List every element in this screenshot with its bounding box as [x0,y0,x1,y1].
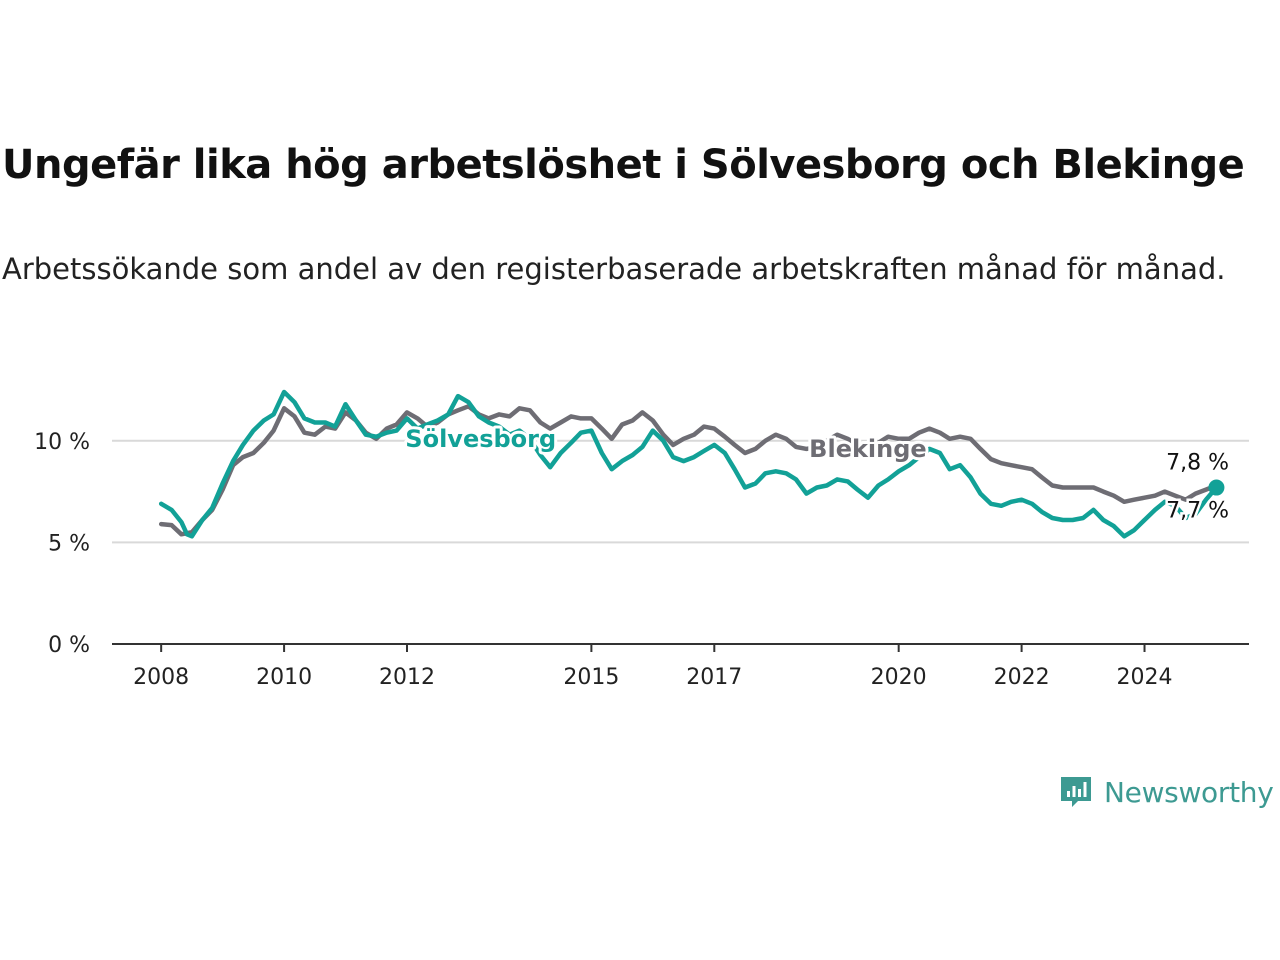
line-chart: 0 %5 %10 % 2008 2010 2012 2015 2017 2020 2022 2… [34,389,1249,690]
x-tick-label: 2012 [379,665,435,690]
series-line-slvesborg [158,389,1219,539]
x-tick-label: 2010 [256,665,312,690]
x-tick-label: 2020 [871,665,927,690]
gridlines [112,439,1249,544]
y-tick-label: 5 % [48,531,90,556]
y-axis-ticks: 0 % 5 % 10 % [34,430,90,658]
series-lines [158,389,1225,539]
end-value-label-slvesborg: 7,7 % [1166,499,1229,524]
x-tick-label: 2022 [994,665,1050,690]
newsworthy-bar-chart-icon [1061,777,1091,807]
y-tick-label: 0 % [48,633,90,658]
series-line-blekinge [158,404,1219,537]
x-tick-label: 2017 [686,665,742,690]
x-tick-label: 2008 [133,665,189,690]
x-axis-ticks: 2008 2010 2012 2015 2017 2020 2022 2024 [133,644,1173,690]
x-tick-label: 2024 [1117,665,1173,690]
newsworthy-logo: Newsworthy [1058,774,1274,810]
series-label-slvesborg: Sölvesborg [405,425,556,453]
chart-title: Ungefär lika hög arbetslöshet i Sölvesbo… [2,142,1245,188]
end-value-label-blekinge: 7,8 % [1166,451,1229,476]
end-point-marker [1208,479,1225,496]
series-labels: Blekinge 7,8 % Sölvesborg 7,7 % [402,422,1231,526]
y-tick-label: 10 % [34,430,90,455]
chart-subtitle: Arbetssökande som andel av den registerb… [2,252,1226,286]
series-label-blekinge: Blekinge [809,435,927,463]
x-tick-label: 2015 [563,665,619,690]
brand-name: Newsworthy [1104,775,1274,809]
